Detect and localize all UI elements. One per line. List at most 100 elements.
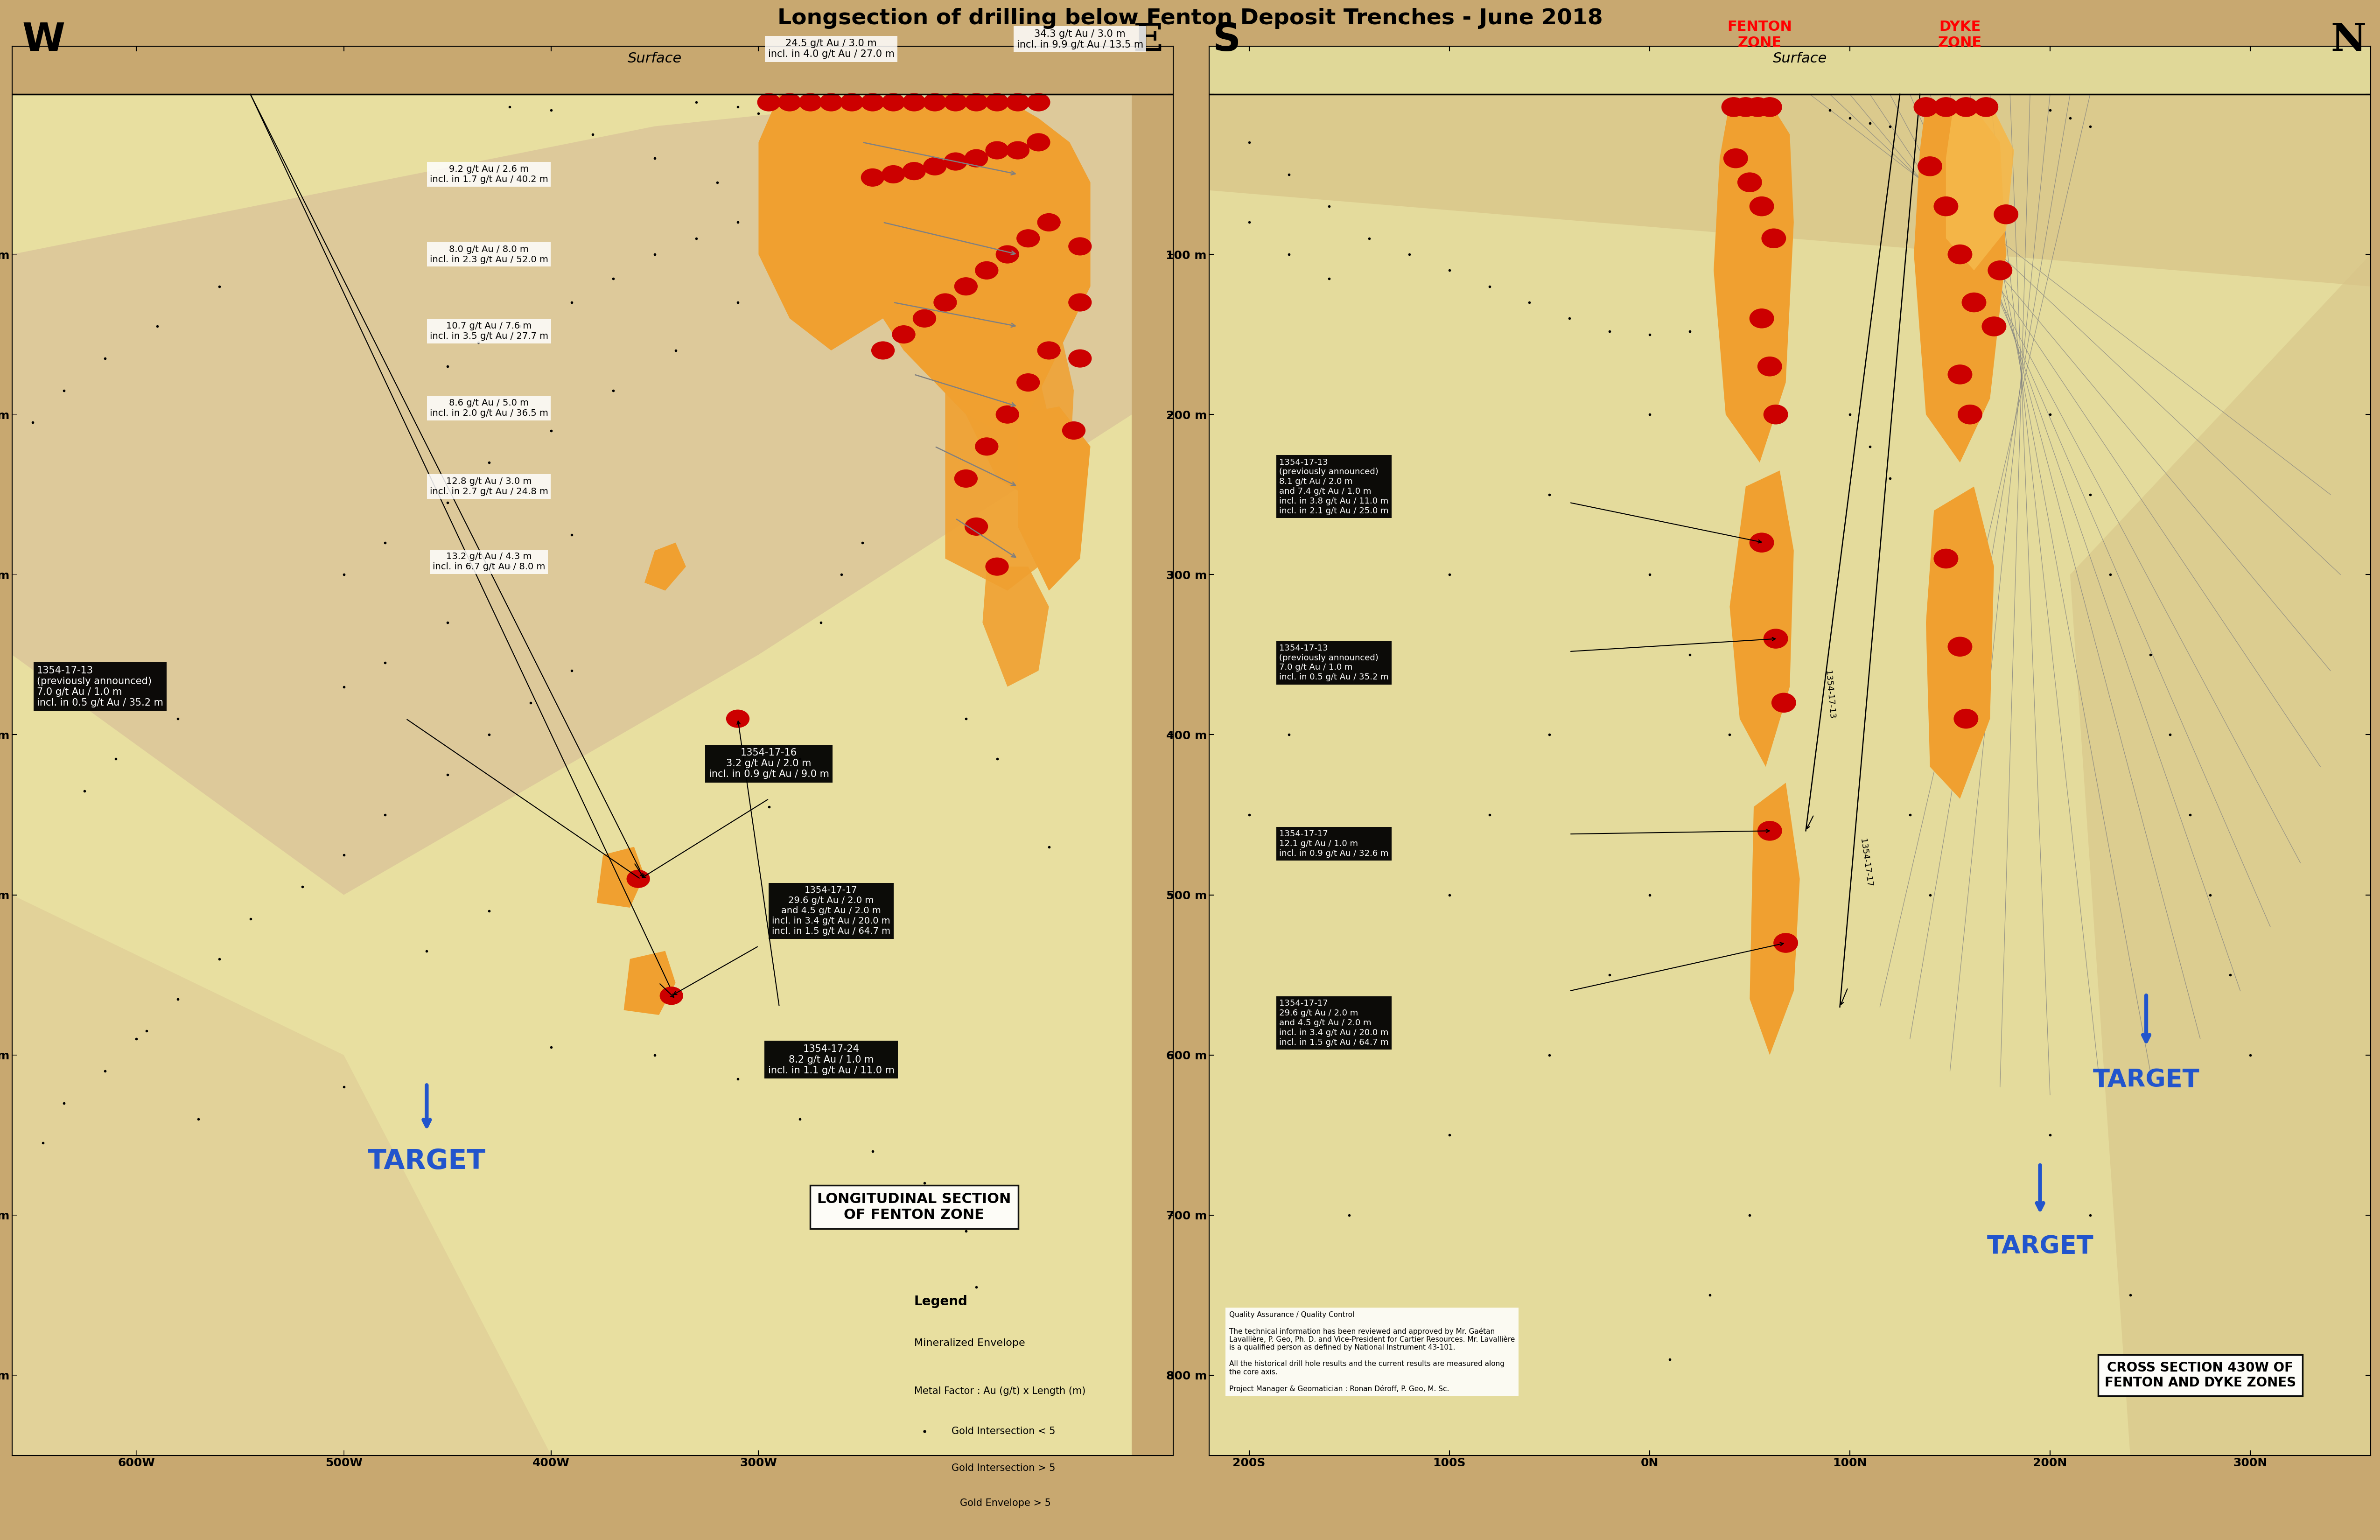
Circle shape	[902, 94, 926, 111]
Circle shape	[1935, 548, 1959, 568]
Circle shape	[1723, 149, 1747, 168]
Circle shape	[1947, 245, 1973, 263]
Circle shape	[1749, 310, 1773, 328]
Circle shape	[1007, 142, 1028, 159]
Polygon shape	[759, 94, 945, 351]
Circle shape	[1987, 260, 2011, 280]
Text: 34.3 g/t Au / 3.0 m
incl. in 9.9 g/t Au / 13.5 m: 34.3 g/t Au / 3.0 m incl. in 9.9 g/t Au …	[1016, 29, 1142, 49]
Circle shape	[1028, 94, 1050, 111]
Circle shape	[800, 94, 821, 111]
Text: 9.2 g/t Au / 2.6 m
incl. in 1.7 g/t Au / 40.2 m: 9.2 g/t Au / 2.6 m incl. in 1.7 g/t Au /…	[431, 165, 547, 183]
Circle shape	[976, 262, 997, 279]
Polygon shape	[2071, 254, 2370, 1455]
Text: Gold Envelope > 5: Gold Envelope > 5	[959, 1498, 1050, 1508]
Text: 24.5 g/t Au / 3.0 m
incl. in 4.0 g/t Au / 27.0 m: 24.5 g/t Au / 3.0 m incl. in 4.0 g/t Au …	[769, 38, 895, 59]
Text: TARGET: TARGET	[2092, 1067, 2199, 1092]
Text: Metal Factor : Au (g/t) x Length (m): Metal Factor : Au (g/t) x Length (m)	[914, 1386, 1085, 1395]
Text: 1354-17-24
8.2 g/t Au / 1.0 m
incl. in 1.1 g/t Au / 11.0 m: 1354-17-24 8.2 g/t Au / 1.0 m incl. in 1…	[769, 1044, 895, 1075]
Circle shape	[1947, 365, 1973, 383]
Circle shape	[1745, 97, 1771, 117]
Text: 13.2 g/t Au / 4.3 m
incl. in 6.7 g/t Au / 8.0 m: 13.2 g/t Au / 4.3 m incl. in 6.7 g/t Au …	[433, 553, 545, 571]
Circle shape	[964, 517, 988, 536]
Circle shape	[954, 470, 978, 487]
Polygon shape	[12, 94, 1133, 895]
Circle shape	[1061, 422, 1085, 439]
Circle shape	[964, 94, 988, 111]
Circle shape	[1759, 821, 1783, 841]
Circle shape	[985, 557, 1009, 576]
Circle shape	[862, 169, 883, 186]
Circle shape	[1914, 97, 1937, 117]
Circle shape	[964, 149, 988, 168]
Text: 1354-17-17: 1354-17-17	[1859, 838, 1873, 887]
Circle shape	[626, 870, 650, 887]
Text: N: N	[2330, 22, 2366, 59]
Circle shape	[1983, 317, 2006, 336]
Circle shape	[1737, 172, 1761, 192]
Circle shape	[819, 94, 843, 111]
Text: DYKE
ZONE: DYKE ZONE	[1937, 20, 1983, 49]
Text: 1354-17-17
29.6 g/t Au / 2.0 m
and 4.5 g/t Au / 2.0 m
incl. in 3.4 g/t Au / 20.0: 1354-17-17 29.6 g/t Au / 2.0 m and 4.5 g…	[771, 885, 890, 936]
Circle shape	[1759, 97, 1783, 117]
Circle shape	[1918, 157, 1942, 176]
Polygon shape	[624, 950, 676, 1015]
Circle shape	[933, 294, 957, 311]
Text: 1354-17-13
(previously announced)
7.0 g/t Au / 1.0 m
incl. in 0.5 g/t Au / 35.2 : 1354-17-13 (previously announced) 7.0 g/…	[36, 665, 164, 707]
Polygon shape	[1714, 102, 1795, 462]
Circle shape	[1947, 638, 1973, 656]
Circle shape	[1961, 293, 1985, 313]
Circle shape	[1954, 708, 1978, 728]
Circle shape	[1028, 134, 1050, 151]
Polygon shape	[1947, 102, 2013, 271]
Circle shape	[1759, 357, 1783, 376]
Polygon shape	[983, 567, 1050, 687]
Polygon shape	[1749, 782, 1799, 1055]
Circle shape	[1749, 533, 1773, 553]
Text: Surface: Surface	[1773, 52, 1828, 65]
Circle shape	[883, 94, 904, 111]
Polygon shape	[597, 847, 645, 907]
Text: LONGITUDINAL SECTION
OF FENTON ZONE: LONGITUDINAL SECTION OF FENTON ZONE	[816, 1192, 1012, 1221]
Text: 1354-17-13
(previously announced)
8.1 g/t Au / 2.0 m
and 7.4 g/t Au / 1.0 m
incl: 1354-17-13 (previously announced) 8.1 g/…	[1278, 457, 1388, 514]
Polygon shape	[966, 302, 1073, 502]
Text: Mineralized Envelope: Mineralized Envelope	[914, 1338, 1026, 1348]
Text: TARGET: TARGET	[1987, 1235, 2094, 1258]
Text: 1354-17-17
12.1 g/t Au / 1.0 m
incl. in 0.9 g/t Au / 32.6 m: 1354-17-17 12.1 g/t Au / 1.0 m incl. in …	[1278, 830, 1388, 858]
Circle shape	[945, 94, 966, 111]
Text: Longsection of drilling below Fenton Deposit Trenches - June 2018: Longsection of drilling below Fenton Dep…	[778, 8, 1602, 29]
Text: 8.0 g/t Au / 8.0 m
incl. in 2.3 g/t Au / 52.0 m: 8.0 g/t Au / 8.0 m incl. in 2.3 g/t Au /…	[431, 245, 547, 263]
Circle shape	[914, 1460, 935, 1477]
Circle shape	[757, 94, 781, 111]
Circle shape	[914, 310, 935, 326]
Circle shape	[1935, 197, 1959, 216]
Polygon shape	[821, 102, 997, 319]
Circle shape	[923, 94, 947, 111]
Circle shape	[1764, 405, 1787, 424]
Polygon shape	[1914, 102, 2006, 462]
Circle shape	[1764, 628, 1787, 648]
Polygon shape	[862, 94, 1090, 431]
Circle shape	[1959, 405, 1983, 424]
Circle shape	[923, 157, 947, 176]
Polygon shape	[945, 342, 1059, 591]
Text: TARGET: TARGET	[367, 1147, 486, 1175]
Circle shape	[862, 94, 883, 111]
Circle shape	[1935, 97, 1959, 117]
Polygon shape	[1019, 407, 1090, 591]
Circle shape	[1069, 294, 1092, 311]
Circle shape	[985, 94, 1009, 111]
Circle shape	[1069, 350, 1092, 367]
Text: 1354-17-13: 1354-17-13	[1823, 670, 1835, 719]
Polygon shape	[1209, 94, 2370, 1455]
Circle shape	[1773, 933, 1797, 953]
Circle shape	[883, 165, 904, 183]
Polygon shape	[914, 1492, 952, 1514]
Text: CROSS SECTION 430W OF
FENTON AND DYKE ZONES: CROSS SECTION 430W OF FENTON AND DYKE ZO…	[2104, 1361, 2297, 1389]
Text: 8.6 g/t Au / 5.0 m
incl. in 2.0 g/t Au / 36.5 m: 8.6 g/t Au / 5.0 m incl. in 2.0 g/t Au /…	[431, 399, 547, 417]
Text: Gold Intersection > 5: Gold Intersection > 5	[952, 1463, 1054, 1472]
Text: FENTON
ZONE: FENTON ZONE	[1728, 20, 1792, 49]
Circle shape	[1721, 97, 1745, 117]
Text: Quality Assurance / Quality Control

The technical information has been reviewed: Quality Assurance / Quality Control The …	[1228, 1311, 1514, 1392]
Circle shape	[1749, 197, 1773, 216]
Text: 10.7 g/t Au / 7.6 m
incl. in 3.5 g/t Au / 27.7 m: 10.7 g/t Au / 7.6 m incl. in 3.5 g/t Au …	[431, 322, 547, 340]
